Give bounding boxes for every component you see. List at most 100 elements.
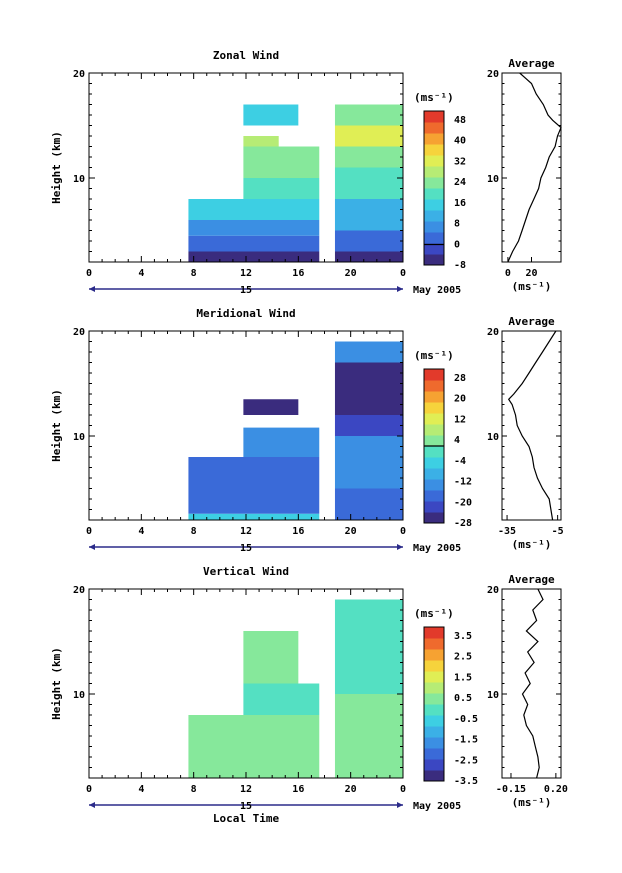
heatmap-cell [243, 146, 320, 178]
colorbar-segment [424, 221, 444, 233]
x-tick-label: 0 [400, 526, 406, 537]
average-x-tick-label: -0.15 [496, 784, 526, 795]
colorbar-segment [424, 759, 444, 771]
x-tick-label: 0 [400, 268, 406, 279]
heatmap-cell [334, 488, 403, 520]
colorbar-segment [424, 770, 444, 782]
colorbar-label: -28 [454, 518, 472, 529]
heatmap-cell [188, 235, 320, 252]
plot-title: Zonal Wind [213, 49, 279, 62]
average-y-tick-label: 20 [487, 69, 499, 80]
average-x-tick-label: -5 [552, 526, 564, 537]
colorbar-segment [424, 133, 444, 145]
date-label: May 2005 [413, 285, 461, 296]
average-y-tick-label: 20 [487, 327, 499, 338]
colorbar-segment [424, 715, 444, 727]
colorbar-segment [424, 232, 444, 244]
x-tick-label: 12 [240, 526, 252, 537]
day-arrow-head-left [89, 544, 95, 550]
average-panel: Average 20 10 -0.15 0.20(ms⁻¹) [487, 573, 568, 809]
colorbar-label: 0 [454, 239, 460, 250]
date-label: May 2005 [413, 543, 461, 554]
day-label: 15 [240, 543, 252, 554]
x-tick-label: 0 [86, 268, 92, 279]
y-axis-label: Height (km) [50, 389, 63, 462]
colorbar-frame [423, 626, 445, 782]
x-tick-label: 20 [345, 268, 357, 279]
day-arrow-head-right [397, 544, 403, 550]
heatmap-cell [334, 125, 403, 147]
heatmap-cell [334, 436, 403, 489]
heatmap-cell [243, 631, 299, 684]
colorbar-label: 24 [454, 177, 466, 188]
average-y-tick-label: 10 [487, 174, 499, 185]
plot-title: Vertical Wind [203, 565, 289, 578]
colorbar-label: -3.5 [454, 776, 478, 787]
heatmap-cell [188, 457, 320, 489]
colorbar-segment [424, 188, 444, 200]
heatmap-cell [243, 104, 299, 126]
x-tick-label: 0 [86, 526, 92, 537]
heatmap-cell [334, 694, 403, 778]
colorbar-segment [424, 726, 444, 738]
colorbar-segment [424, 457, 444, 469]
colorbar-segment [424, 402, 444, 414]
colorbar-label: 4 [454, 435, 460, 446]
x-tick-label: 20 [345, 784, 357, 795]
colorbar-label: 8 [454, 219, 460, 230]
colorbar-unit: (ms⁻¹) [414, 607, 454, 620]
average-unit: (ms⁻¹) [512, 280, 552, 293]
colorbar: (ms⁻¹)48 40 32 24 16 8 0 -8 [414, 91, 466, 271]
plot-title: Meridional Wind [196, 307, 295, 320]
colorbar-label: -0.5 [454, 714, 478, 725]
x-tick-label: 4 [138, 526, 144, 537]
average-frame [501, 330, 562, 521]
colorbar-segment [424, 512, 444, 524]
colorbar-segment [424, 638, 444, 650]
colorbar-segment [424, 660, 444, 672]
average-x-tick-label: 20 [525, 268, 537, 279]
colorbar-segment [424, 254, 444, 266]
colorbar: (ms⁻¹)3.5 2.5 1.5 0.5 -0.5 -1.5 -2.5 -3.5 [414, 607, 478, 787]
heatmap-cell [188, 715, 320, 778]
colorbar-frame [423, 110, 445, 266]
heatmap-layers [188, 341, 403, 520]
x-tick-label: 12 [240, 784, 252, 795]
average-y-tick-label: 10 [487, 690, 499, 701]
heatmap-cell [334, 362, 403, 394]
x-tick-label: 8 [191, 268, 197, 279]
heatmap-cell [188, 251, 320, 262]
heatmap-cell [334, 599, 403, 694]
colorbar-segment [424, 468, 444, 480]
x-tick-label: 8 [191, 526, 197, 537]
heatmap-cell [243, 683, 320, 715]
colorbar-segment [424, 413, 444, 425]
colorbar-segment [424, 748, 444, 760]
y-axis-label: Height (km) [50, 131, 63, 204]
date-label: May 2005 [413, 801, 461, 812]
colorbar-unit: (ms⁻¹) [414, 91, 454, 104]
colorbar-segment [424, 446, 444, 458]
colorbar-label: 12 [454, 414, 466, 425]
heatmap-cell [243, 178, 320, 199]
heatmap-cell [243, 136, 279, 147]
heatmap-layers [188, 599, 403, 778]
average-y-tick-label: 10 [487, 432, 499, 443]
colorbar-segment [424, 693, 444, 705]
colorbar-segment [424, 380, 444, 392]
colorbar-label: -20 [454, 497, 472, 508]
heatmap-cell [334, 415, 403, 436]
colorbar-label: 32 [454, 156, 466, 167]
average-unit: (ms⁻¹) [512, 796, 552, 809]
colorbar-segment [424, 155, 444, 167]
colorbar-segment [424, 649, 444, 661]
x-tick-label: 16 [292, 784, 304, 795]
colorbar-segment [424, 391, 444, 403]
average-title: Average [508, 573, 555, 586]
colorbar-segment [424, 111, 444, 123]
colorbar-label: 28 [454, 373, 466, 384]
average-frame [501, 72, 562, 263]
colorbar-segment [424, 199, 444, 211]
